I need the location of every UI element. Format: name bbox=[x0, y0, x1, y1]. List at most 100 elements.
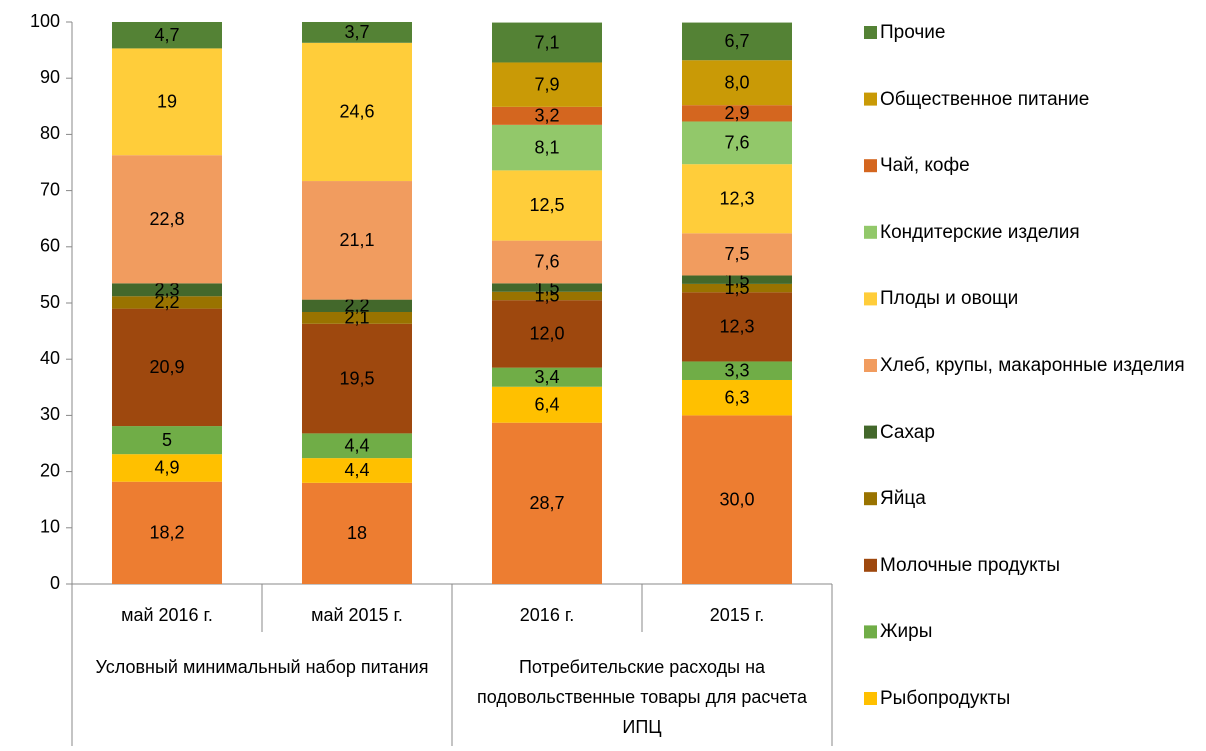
legend-label-box: Хлеб, крупы, макаронные изделия bbox=[880, 355, 1185, 376]
legend-label-box: Плоды и овощи bbox=[880, 288, 1018, 309]
legend-swatch bbox=[864, 692, 877, 705]
data-label: 6,7 bbox=[724, 31, 749, 51]
data-label: 28,7 bbox=[529, 493, 564, 513]
data-label: 4,7 bbox=[154, 25, 179, 45]
legend-swatch bbox=[864, 492, 877, 506]
legend-label: Рыбопродукты bbox=[880, 688, 1011, 709]
category-group-label: Условный минимальный набор питания bbox=[95, 657, 429, 677]
data-label: 21,1 bbox=[339, 230, 374, 250]
legend-label: Прочие bbox=[880, 22, 946, 43]
data-label: 2,1 bbox=[344, 308, 369, 328]
legend-label-box: Яйца bbox=[880, 488, 926, 509]
legend-label-box: Чай, кофе bbox=[880, 155, 970, 177]
data-label: 2,3 bbox=[154, 280, 179, 300]
legend-label-box: Прочие bbox=[880, 22, 946, 43]
data-label: 19 bbox=[157, 92, 177, 112]
data-label: 3,3 bbox=[724, 360, 749, 380]
data-label: 12,0 bbox=[529, 324, 564, 344]
data-label: 20,9 bbox=[149, 357, 184, 377]
data-label: 6,3 bbox=[724, 387, 749, 407]
legend-label-box: Общественное питание bbox=[880, 88, 1090, 110]
bar-segment bbox=[492, 62, 602, 107]
y-tick-label: 80 bbox=[40, 123, 60, 143]
data-label: 2,9 bbox=[724, 103, 749, 123]
bar-segment bbox=[302, 323, 412, 434]
data-label: 12,3 bbox=[719, 188, 754, 208]
data-label: 19,5 bbox=[339, 368, 374, 388]
legend-label-box: Кондитерские изделия bbox=[880, 221, 1080, 243]
y-tick-label: 50 bbox=[40, 292, 60, 312]
y-tick-label: 10 bbox=[40, 517, 60, 537]
data-label: 2,2 bbox=[154, 292, 179, 312]
legend-swatch bbox=[864, 26, 877, 39]
data-label: 6,4 bbox=[534, 394, 559, 414]
bar-segment bbox=[492, 300, 602, 368]
bar-segment bbox=[112, 308, 222, 427]
data-label: 30,0 bbox=[719, 489, 754, 509]
bar-segment bbox=[302, 433, 412, 459]
y-tick-label: 60 bbox=[40, 236, 60, 256]
legend-swatch bbox=[864, 425, 877, 439]
legend-label-box: Жиры bbox=[880, 621, 933, 643]
legend-swatch bbox=[864, 159, 877, 173]
data-label: 24,6 bbox=[339, 102, 374, 122]
legend-label-box: Молочные продукты bbox=[880, 554, 1061, 576]
bar-segment bbox=[682, 105, 792, 122]
bar-segment bbox=[112, 48, 222, 156]
bar-segment bbox=[682, 22, 792, 61]
legend-label: Общественное питание bbox=[880, 88, 1090, 110]
data-label: 3,7 bbox=[344, 22, 369, 42]
bar-segment bbox=[492, 170, 602, 241]
legend-swatch bbox=[864, 359, 877, 372]
x-tick-label: май 2015 г. bbox=[311, 605, 403, 625]
bar-segment bbox=[682, 283, 792, 293]
legend-swatch bbox=[864, 625, 877, 639]
bar-segment bbox=[302, 458, 412, 483]
legend-swatch bbox=[864, 292, 877, 306]
y-tick-label: 40 bbox=[40, 348, 60, 368]
bar-segment bbox=[492, 106, 602, 125]
data-label: 8,0 bbox=[724, 72, 749, 92]
x-tick-label: 2016 г. bbox=[520, 605, 574, 625]
bar-segment bbox=[302, 22, 412, 43]
data-label: 18,2 bbox=[149, 523, 184, 543]
legend-label: Чай, кофе bbox=[880, 155, 970, 177]
bar-segment bbox=[302, 42, 412, 182]
data-label: 5 bbox=[162, 430, 172, 450]
legend-label: Кондитерские изделия bbox=[880, 221, 1080, 243]
legend-label: Жиры bbox=[880, 621, 933, 643]
category-group-label-box: Условный минимальный набор питания bbox=[95, 657, 429, 677]
data-label: 7,6 bbox=[534, 252, 559, 272]
data-label: 4,4 bbox=[344, 460, 369, 480]
bar-segment bbox=[492, 422, 602, 584]
bar-segment bbox=[112, 454, 222, 482]
data-label: 8,1 bbox=[534, 137, 559, 157]
legend-label: Молочные продукты bbox=[880, 554, 1061, 576]
bar-segment bbox=[492, 240, 602, 284]
y-tick-label: 30 bbox=[40, 404, 60, 424]
x-tick-label: май 2016 г. bbox=[121, 605, 213, 625]
bar-segment bbox=[682, 60, 792, 106]
data-label: 4,4 bbox=[344, 435, 369, 455]
legend-label: Хлеб, крупы, макаронные изделия bbox=[880, 355, 1185, 376]
bar-segment bbox=[492, 367, 602, 387]
bar-segment bbox=[492, 124, 602, 171]
bar-segment bbox=[302, 482, 412, 584]
y-tick-label: 90 bbox=[40, 67, 60, 87]
legend-label: Сахар bbox=[880, 421, 935, 443]
legend-label-box: Рыбопродукты bbox=[880, 688, 1011, 709]
bar-segment bbox=[682, 379, 792, 416]
bar-segment bbox=[492, 22, 602, 63]
bar-segment bbox=[682, 121, 792, 165]
data-label: 3,4 bbox=[534, 367, 559, 387]
data-label: 18 bbox=[347, 523, 367, 543]
bar-segment bbox=[492, 291, 602, 301]
legend-swatch bbox=[864, 225, 877, 239]
data-label: 4,9 bbox=[154, 458, 179, 478]
legend-swatch bbox=[864, 92, 877, 106]
bar-segment bbox=[682, 361, 792, 380]
bar-segment bbox=[112, 155, 222, 284]
y-tick-label: 20 bbox=[40, 460, 60, 480]
